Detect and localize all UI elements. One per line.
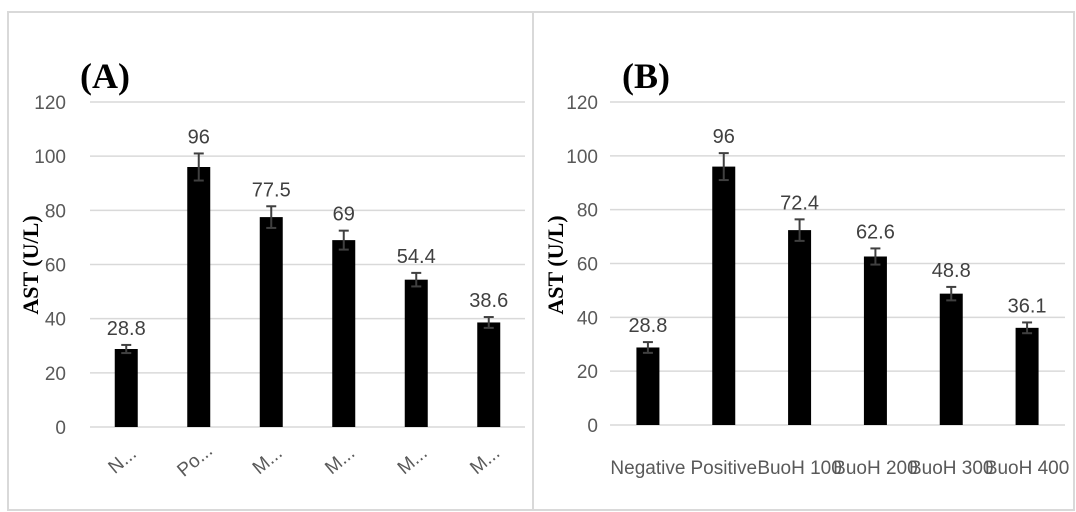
a-y-tick-label: 40 [45,310,66,331]
b-error-bar [794,218,805,242]
panel-a-y-axis-label: AST (U/L) [18,215,43,314]
b-data-label: 62.6 [856,221,895,243]
b-data-label: 36.1 [1008,295,1047,317]
a-data-label: 38.6 [469,290,508,312]
b-error-bar [946,285,957,302]
b-bar [1015,327,1039,425]
panel-b: (B) AST (U/L) 0 20 40 60 80 100 120 28.8 Negativ… [543,56,1069,479]
b-y-tick-label: 100 [566,147,598,168]
a-data-label: 69 [333,204,355,226]
a-data-label: 28.8 [107,318,146,340]
b-category-label: BuoH 200 [833,458,918,479]
a-bar [187,167,211,427]
a-bar [404,279,428,427]
b-y-tick-label: 0 [587,416,598,437]
b-error-bar [642,341,653,354]
b-bar [939,293,963,425]
b-category-label: Negative [610,458,685,479]
panel-a-title: (A) [80,56,130,96]
b-bar [712,166,736,425]
b-data-label: 48.8 [932,260,971,282]
b-y-tick-label: 40 [577,308,598,329]
a-y-tick-label: 20 [45,364,66,385]
b-error-bar [870,247,881,266]
a-error-bar [266,205,277,229]
a-error-bar [411,271,422,288]
a-bar [477,322,501,427]
b-category-label: BuoH 300 [909,458,994,479]
a-bar [259,217,283,427]
panel-a: (A) AST (U/L) 02040608010012028.8N...96P… [18,56,525,481]
a-bar [114,349,138,427]
a-y-tick-label: 120 [34,93,66,114]
a-y-tick-label: 60 [45,256,66,277]
a-error-bar [193,152,204,182]
panel-b-y-axis-label: AST (U/L) [543,215,568,314]
a-error-bar [121,343,132,355]
b-category-label: BuoH 100 [757,458,842,479]
a-data-label: 96 [188,126,210,148]
b-y-tick-label: 80 [577,201,598,222]
a-y-tick-label: 100 [34,147,66,168]
b-category-label: Positive [690,458,757,479]
b-y-tick-label: 20 [577,362,598,383]
a-y-tick-label: 80 [45,201,66,222]
a-bar [332,240,356,427]
a-y-tick-label: 0 [55,418,66,439]
b-error-bar [1022,321,1033,335]
b-data-label: 28.8 [628,315,667,337]
b-bar [788,230,812,425]
b-y-tick-label: 60 [577,255,598,276]
a-error-bar [338,229,349,251]
b-y-tick-label: 120 [566,93,598,114]
b-error-bar [718,152,729,182]
b-bar [636,347,660,425]
a-data-label: 77.5 [252,179,291,201]
b-data-label: 72.4 [780,192,819,214]
b-bar [863,256,887,425]
b-category-label: BuoH 400 [985,458,1070,479]
a-error-bar [483,316,494,329]
panel-b-title: (B) [622,56,670,96]
a-data-label: 54.4 [397,246,436,268]
b-data-label: 96 [713,126,735,148]
